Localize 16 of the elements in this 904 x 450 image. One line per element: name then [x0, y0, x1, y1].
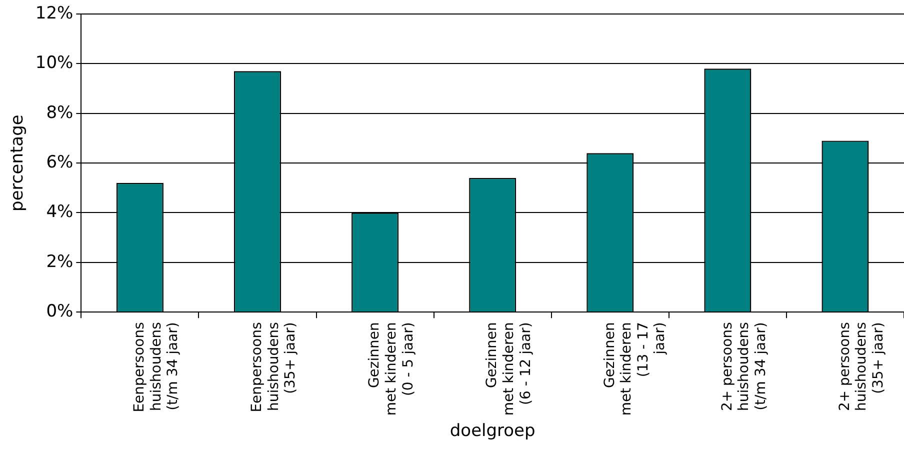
x-tick-label: Gezinnen met kinderen (0 - 5 jaar)	[366, 322, 416, 416]
y-tick-label: 0%	[46, 302, 74, 322]
x-tick-label: 2+ persoons huishoudens (35+ jaar)	[836, 322, 886, 412]
y-tick-label: 12%	[35, 3, 74, 24]
x-axis-title: doelgroep	[450, 421, 536, 442]
y-tick-label: 10%	[35, 53, 74, 74]
y-tick-label: 2%	[46, 252, 74, 272]
y-tick-label: 8%	[46, 102, 74, 123]
y-axis-title: percentage	[8, 114, 28, 212]
y-tick-label: 4%	[46, 202, 74, 222]
x-tick-label: Gezinnen met kinderen (13 - 17 jaar)	[602, 322, 668, 416]
x-tick-label: Gezinnen met kinderen (6 - 12 jaar)	[484, 322, 534, 416]
y-tick-label: 6%	[46, 152, 74, 172]
x-tick-label: Eenpersoons huishoudens (t/m 34 jaar)	[132, 322, 182, 412]
x-tick-label: Eenpersoons huishoudens (35+ jaar)	[249, 322, 299, 412]
x-tick-label: 2+ persoons huishoudens (t/m 34 jaar)	[719, 322, 769, 412]
